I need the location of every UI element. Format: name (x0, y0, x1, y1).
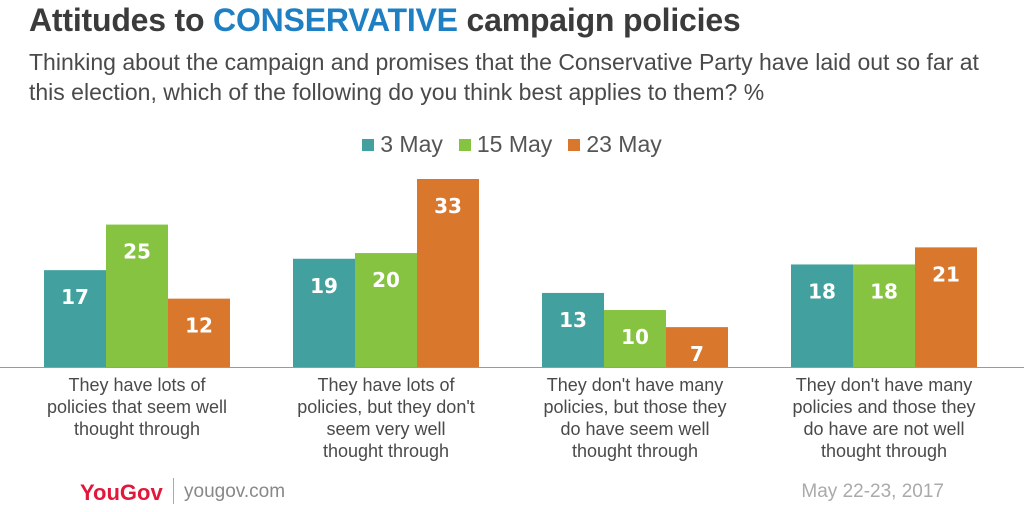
bar-3-2 (915, 247, 977, 367)
category-label-3: They don't have many policies and those t… (792, 375, 975, 461)
bar-value-label-3-0: 18 (808, 279, 836, 303)
footer-divider (173, 478, 174, 504)
category-label-1-line-3: thought through (323, 441, 449, 461)
category-label-3-line-0: They don't have many (796, 375, 973, 395)
bar-0-1 (106, 224, 168, 367)
title-suffix: campaign policies (457, 2, 741, 38)
bar-value-label-2-1: 10 (621, 325, 649, 349)
category-label-0-line-2: thought through (74, 419, 200, 439)
footer-date: May 22-23, 2017 (801, 481, 944, 502)
bar-0-2 (168, 298, 230, 367)
bar-2-0 (542, 292, 604, 367)
bar-value-label-1-1: 20 (372, 268, 400, 292)
bar-3-0 (791, 264, 853, 367)
title-accent: CONSERVATIVE (213, 2, 458, 38)
chart-subtitle: Thinking about the campaign and promises… (29, 49, 979, 105)
category-label-1-line-2: seem very well (326, 419, 445, 439)
legend-label-0: 3 May (380, 131, 443, 157)
bar-value-label-3-2: 21 (932, 262, 960, 286)
category-label-1-line-0: They have lots of (317, 375, 455, 395)
yougov-logo: YouGov (80, 480, 163, 505)
bar-value-label-2-2: 7 (690, 342, 704, 366)
bar-0-0 (44, 270, 106, 367)
chart-title: Attitudes to CONSERVATIVE campaign polic… (29, 2, 741, 39)
category-label-2-line-0: They don't have many (547, 375, 724, 395)
bar-value-label-0-1: 25 (123, 240, 151, 264)
bar-value-label-0-0: 17 (61, 285, 89, 309)
bar-value-label-1-0: 19 (310, 274, 338, 298)
bar-2-1 (604, 310, 666, 367)
bar-1-0 (293, 258, 355, 367)
category-label-0-line-1: policies that seem well (47, 397, 227, 417)
category-label-0: They have lots of policies that seem well… (47, 375, 227, 439)
category-label-2-line-1: policies, but those they (543, 397, 726, 417)
category-label-2-line-2: do have seem well (560, 419, 709, 439)
legend-item-1: 15 May (458, 131, 553, 158)
category-label-3-line-3: thought through (821, 441, 947, 461)
legend-swatch-0 (362, 138, 375, 151)
bar-value-label-0-2: 12 (185, 314, 213, 338)
bar-2-2 (666, 327, 728, 367)
bar-3-1 (853, 264, 915, 367)
legend-swatch-2 (568, 138, 581, 151)
legend-label-2: 23 May (586, 131, 662, 157)
footer-site: yougov.com (184, 481, 286, 502)
category-label-1-line-1: policies, but they don't (297, 397, 475, 417)
legend-swatch-1 (458, 138, 471, 151)
category-label-2-line-3: thought through (572, 441, 698, 461)
category-label-2: They don't have many policies, but those … (543, 375, 726, 461)
bar-value-label-3-1: 18 (870, 279, 898, 303)
category-label-1: They have lots of policies, but they don'… (297, 375, 475, 461)
bar-value-label-1-2: 33 (434, 194, 462, 218)
legend: 3 May 15 May 23 May (0, 131, 1024, 158)
legend-item-0: 3 May (362, 131, 443, 158)
bar-1-2 (417, 179, 479, 367)
category-label-3-line-2: do have are not well (803, 419, 964, 439)
bar-1-1 (355, 253, 417, 367)
title-prefix: Attitudes to (29, 2, 214, 38)
legend-item-2: 23 May (568, 131, 662, 158)
legend-label-1: 15 May (476, 131, 553, 157)
bar-value-label-2-0: 13 (559, 308, 587, 332)
category-label-3-line-1: policies and those they (792, 397, 975, 417)
category-label-0-line-0: They have lots of (68, 375, 206, 395)
